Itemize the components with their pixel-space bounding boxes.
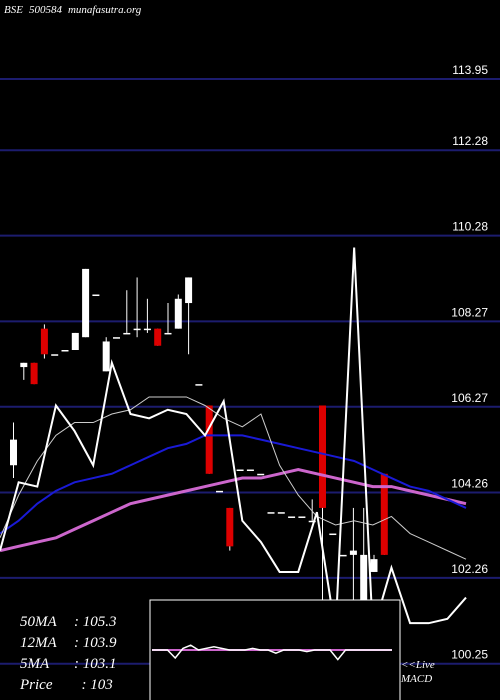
y-tick-label: 110.28 — [452, 220, 488, 234]
candle-body — [40, 328, 48, 355]
grid-lines — [0, 77, 500, 665]
candle-body — [370, 559, 378, 572]
candle-body — [246, 469, 254, 472]
legend-ma5: 5MA : 103.1 — [20, 654, 117, 675]
y-tick-label: 112.28 — [452, 134, 488, 148]
candle-body — [360, 554, 368, 602]
y-tick-label: 100.25 — [451, 648, 488, 662]
candle-body — [92, 294, 100, 297]
candle-body — [380, 473, 388, 555]
candle-body — [133, 328, 141, 331]
y-tick-label: 102.26 — [451, 562, 488, 576]
candle-body — [216, 490, 223, 493]
ma-long-line — [0, 434, 467, 535]
macd-text: MACD — [401, 673, 433, 685]
candle-body — [102, 341, 110, 372]
candle-body — [236, 469, 244, 472]
candle-body — [288, 516, 296, 518]
candle-body — [51, 354, 59, 356]
candle-body — [267, 512, 275, 514]
macd-lines — [152, 644, 392, 661]
candle-body — [349, 550, 357, 555]
ma-mid-line — [0, 467, 467, 553]
candle-body — [339, 554, 347, 557]
candlesticks — [10, 268, 388, 666]
candle-body — [185, 277, 193, 304]
ma50-label: 50MA — [20, 614, 57, 630]
candle-body — [164, 332, 172, 335]
macd-live-label[interactable]: <<Live MACD — [401, 658, 435, 686]
macd-live-text: <<Live — [401, 659, 435, 671]
ma5-value: : 103.1 — [74, 656, 117, 672]
candle-body — [308, 520, 316, 523]
candle-body — [226, 507, 234, 547]
candle-body — [174, 298, 182, 329]
chart-header: BSE 500584 munafasutra.org — [4, 4, 147, 16]
candle-body — [82, 268, 90, 338]
stock-code: 500584 — [28, 4, 62, 16]
candle-body — [61, 350, 69, 352]
ma5-label: 5MA — [20, 656, 50, 672]
site-name: munafasutra.org — [67, 4, 142, 16]
candle-body — [113, 337, 120, 339]
y-tick-label: 108.27 — [451, 305, 488, 319]
ma12-label: 12MA — [20, 635, 57, 651]
y-tick-label: 104.26 — [451, 477, 488, 491]
candle-body — [20, 362, 28, 368]
candle-body — [154, 328, 162, 346]
candle-body — [30, 362, 38, 385]
price-line — [0, 247, 467, 632]
candle-body — [329, 533, 337, 536]
candle-body — [257, 473, 265, 476]
macd-line — [152, 644, 392, 661]
ma50-value: : 105.3 — [74, 614, 117, 630]
candle-body — [298, 516, 306, 518]
macd-panel — [149, 599, 401, 700]
candle-body — [71, 332, 79, 350]
candle-body — [277, 512, 285, 514]
candle-body — [195, 384, 203, 386]
ma-legend: 50MA : 105.3 12MA : 103.9 5MA : 103.1 Price… — [20, 612, 117, 696]
candle-body — [10, 439, 17, 466]
y-tick-label: 106.27 — [451, 391, 488, 405]
ma12-value: : 103.9 — [74, 635, 117, 651]
ma-short-line — [0, 396, 467, 560]
candle-body — [123, 332, 131, 335]
candle-body — [319, 405, 326, 508]
price-label: Price — [20, 677, 53, 693]
y-tick-label: 113.95 — [452, 63, 488, 77]
candle-body — [205, 405, 213, 474]
candle-body — [143, 328, 151, 331]
legend-ma12: 12MA : 103.9 — [20, 633, 117, 654]
exchange-label: BSE — [4, 4, 23, 16]
price-value: : 103 — [74, 677, 113, 693]
y-axis-ticks: 113.95 112.28 110.28 108.27 106.27 104.26 102.… — [451, 63, 488, 662]
moving-averages — [0, 247, 467, 632]
legend-ma50: 50MA : 105.3 — [20, 612, 117, 633]
legend-price: Price : 103 — [20, 675, 117, 696]
